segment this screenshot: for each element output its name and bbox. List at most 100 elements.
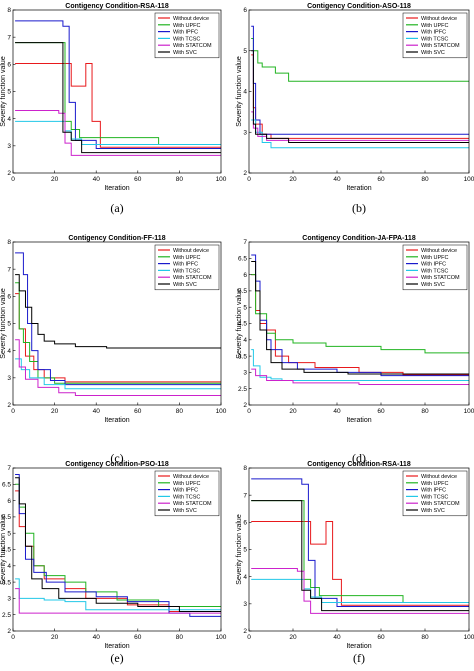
y-tick-label: 2.5 — [2, 612, 11, 619]
legend-entry: With SVC — [421, 508, 445, 514]
x-tick-label: 20 — [289, 634, 297, 641]
x-tick-label: 20 — [289, 408, 297, 415]
panel-caption: (f) — [353, 651, 365, 665]
chart-title: Contigency Condition-RSA-118 — [307, 461, 411, 468]
series-line-without-device — [15, 63, 221, 148]
chart-panel-2: 0 20 40 60 80 100 2 3 4 5 6 Contigency Condition-AS… — [236, 3, 474, 215]
x-tick-label: 20 — [289, 176, 297, 183]
x-tick-label: 40 — [333, 176, 341, 183]
y-tick-label: 4 — [7, 563, 11, 570]
legend-box — [154, 12, 220, 59]
y-tick-label: 5 — [243, 547, 247, 554]
chart-title: Contigency Condition-ASO-118 — [307, 3, 411, 10]
legend-entry: With IPFC — [173, 30, 198, 36]
y-tick-label: 4 — [243, 337, 247, 344]
y-tick-label: 2 — [7, 402, 11, 409]
y-axis-label: Severity function value — [0, 514, 7, 585]
y-tick-label: 7 — [7, 465, 11, 472]
x-tick-label: 60 — [134, 176, 142, 183]
y-tick-label: 3 — [7, 596, 11, 603]
x-tick-label: 0 — [11, 634, 15, 641]
legend-entry: With UPFC — [173, 481, 201, 487]
x-tick-label: 80 — [421, 408, 429, 415]
legend-entry: With TCSC — [421, 268, 448, 274]
y-tick-label: 2 — [243, 628, 247, 635]
legend-entry: With TCSC — [173, 494, 200, 500]
legend-entry: With SVC — [173, 282, 197, 288]
x-tick-label: 100 — [464, 176, 474, 183]
y-tick-label: 3 — [243, 370, 247, 377]
y-tick-label: 2 — [7, 628, 11, 635]
panel-caption: (e) — [110, 651, 123, 665]
series-line-without-device — [15, 490, 221, 612]
x-tick-label: 0 — [11, 176, 15, 183]
legend-entry: With TCSC — [173, 268, 200, 274]
y-tick-label: 6.5 — [2, 482, 11, 489]
legend-entry: With IPFC — [173, 488, 198, 494]
series-line-with-statcom — [251, 568, 469, 614]
x-tick-label: 20 — [51, 634, 59, 641]
legend-entry: With STATCOM — [421, 501, 460, 507]
legend-entry: Without device — [421, 16, 457, 22]
series-line-with-upfc — [251, 274, 469, 354]
legend-box — [154, 470, 220, 517]
series-line-without-device — [251, 521, 469, 606]
x-axis-label: Iteration — [346, 185, 371, 192]
legend-box — [154, 244, 220, 291]
series-line-with-svc — [15, 477, 221, 612]
panel-caption: (b) — [352, 201, 366, 215]
legend-entry: With STATCOM — [421, 275, 460, 281]
y-tick-label: 3 — [243, 129, 247, 136]
x-tick-label: 20 — [51, 408, 59, 415]
series-line-with-statcom — [15, 339, 221, 396]
x-tick-label: 100 — [216, 634, 227, 641]
legend-entry: With UPFC — [173, 23, 201, 29]
y-tick-label: 8 — [7, 239, 11, 246]
legend-entry: With STATCOM — [173, 275, 212, 281]
y-tick-label: 6 — [7, 498, 11, 505]
y-tick-label: 3.5 — [2, 579, 11, 586]
x-tick-label: 80 — [176, 634, 184, 641]
series-line-with-svc — [15, 42, 221, 154]
y-tick-label: 4.5 — [2, 547, 11, 554]
y-tick-label: 5 — [243, 48, 247, 55]
legend-entry: With UPFC — [421, 255, 449, 261]
series-line-with-svc — [15, 274, 221, 349]
x-tick-label: 0 — [11, 408, 15, 415]
y-tick-label: 6.5 — [238, 256, 247, 263]
x-tick-label: 100 — [464, 634, 474, 641]
chart-panel-3: 0 20 40 60 80 100 2 3 4 5 6 7 8 Contigency Condition-… — [0, 235, 227, 465]
y-tick-label: 2 — [243, 402, 247, 409]
chart-title: Contigency Condition-PSO-118 — [65, 461, 169, 468]
x-axis-label: Iteration — [346, 643, 371, 650]
y-tick-label: 4 — [7, 116, 11, 123]
x-axis-label: Iteration — [104, 417, 129, 424]
y-tick-label: 3.5 — [238, 353, 247, 360]
y-axis-label: Severity function value — [236, 514, 243, 585]
y-tick-label: 6 — [7, 294, 11, 301]
x-tick-label: 40 — [93, 634, 101, 641]
legend-entry: Without device — [173, 474, 209, 480]
x-tick-label: 20 — [51, 176, 59, 183]
y-tick-label: 5 — [7, 321, 11, 328]
y-tick-label: 3 — [243, 601, 247, 608]
series-line-with-tcsc — [251, 349, 469, 382]
series-line-with-tcsc — [251, 119, 469, 149]
legend-entry: With IPFC — [421, 30, 446, 36]
y-tick-label: 7 — [7, 266, 11, 273]
x-tick-label: 80 — [176, 408, 184, 415]
y-tick-label: 3 — [7, 143, 11, 150]
series-line-with-statcom — [15, 588, 221, 614]
x-tick-label: 60 — [377, 408, 385, 415]
legend-entry: With STATCOM — [173, 501, 212, 507]
y-tick-label: 6 — [243, 272, 247, 279]
x-tick-label: 80 — [176, 176, 184, 183]
y-tick-label: 2.5 — [238, 386, 247, 393]
series-line-with-upfc — [15, 282, 221, 384]
y-tick-label: 7 — [243, 239, 247, 246]
y-tick-label: 6 — [243, 520, 247, 527]
legend-entry: With TCSC — [173, 36, 200, 42]
y-tick-label: 3 — [7, 375, 11, 382]
